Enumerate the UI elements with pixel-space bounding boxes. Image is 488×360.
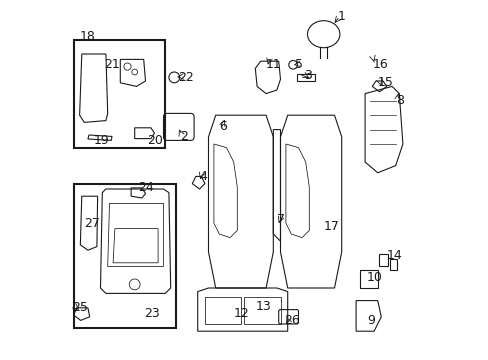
Text: 15: 15	[377, 76, 393, 89]
Text: 17: 17	[323, 220, 339, 233]
Text: 10: 10	[366, 271, 382, 284]
Text: 8: 8	[395, 94, 403, 107]
Text: 20: 20	[147, 134, 163, 147]
Text: 27: 27	[84, 217, 100, 230]
Text: 18: 18	[80, 30, 95, 42]
Text: 7: 7	[276, 213, 285, 226]
Text: 9: 9	[366, 314, 374, 327]
Text: 2: 2	[179, 130, 187, 143]
Text: 23: 23	[143, 307, 159, 320]
Text: 22: 22	[178, 71, 193, 84]
Text: 12: 12	[233, 307, 249, 320]
Text: 5: 5	[294, 58, 302, 71]
Text: 16: 16	[371, 58, 387, 71]
Text: 19: 19	[93, 134, 109, 147]
Text: 14: 14	[386, 249, 402, 262]
Text: 1: 1	[337, 10, 346, 23]
Text: 3: 3	[303, 69, 311, 82]
Text: 11: 11	[265, 58, 281, 71]
Bar	[73, 40, 165, 148]
Text: 13: 13	[255, 300, 270, 312]
Text: 25: 25	[72, 301, 87, 314]
Text: 26: 26	[284, 314, 299, 327]
Bar	[73, 184, 176, 328]
Text: 4: 4	[199, 170, 207, 183]
Text: 24: 24	[138, 181, 154, 194]
Text: 6: 6	[219, 120, 227, 132]
Text: 21: 21	[104, 58, 120, 71]
